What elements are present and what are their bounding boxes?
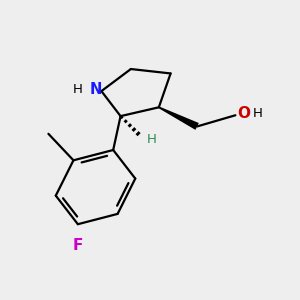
Text: H: H — [253, 107, 262, 120]
Text: F: F — [73, 238, 83, 253]
Text: O: O — [238, 106, 251, 121]
Text: N: N — [89, 82, 102, 97]
Text: H: H — [72, 83, 82, 96]
Polygon shape — [158, 106, 199, 130]
Text: H: H — [146, 133, 156, 146]
